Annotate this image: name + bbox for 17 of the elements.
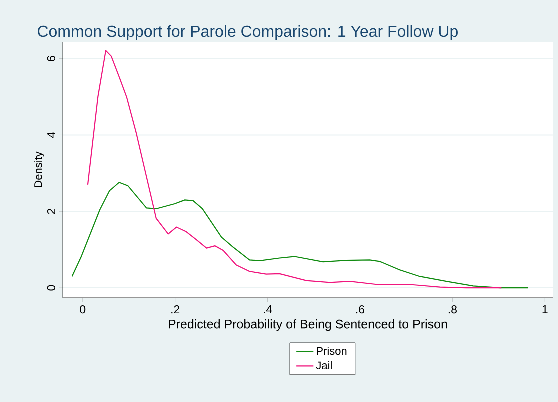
x-tick-label: .2 xyxy=(172,306,180,314)
y-tick-label: 0 xyxy=(47,285,56,291)
x-tick-label: 0 xyxy=(80,306,86,314)
x-tick-label: .8 xyxy=(448,306,457,314)
chart-title: Common Support for Parole Comparison: 1 Year Follow Up xyxy=(38,25,458,40)
legend-label: Jail xyxy=(316,361,332,370)
x-tick-label: .6 xyxy=(356,306,365,314)
x-tick-label: 1 xyxy=(542,306,548,314)
y-tick-label: 4 xyxy=(48,132,56,138)
line-series xyxy=(87,50,502,289)
legend-label: Prison xyxy=(317,346,347,356)
x-tick-label: .4 xyxy=(264,306,272,314)
line-series xyxy=(72,182,530,289)
x-axis-title: Predicted Probability of Being Sentenced to Prison xyxy=(169,320,448,332)
y-tick-label: 6 xyxy=(47,56,56,62)
y-tick-label: 2 xyxy=(47,209,56,214)
y-axis-title: Density xyxy=(34,152,44,188)
